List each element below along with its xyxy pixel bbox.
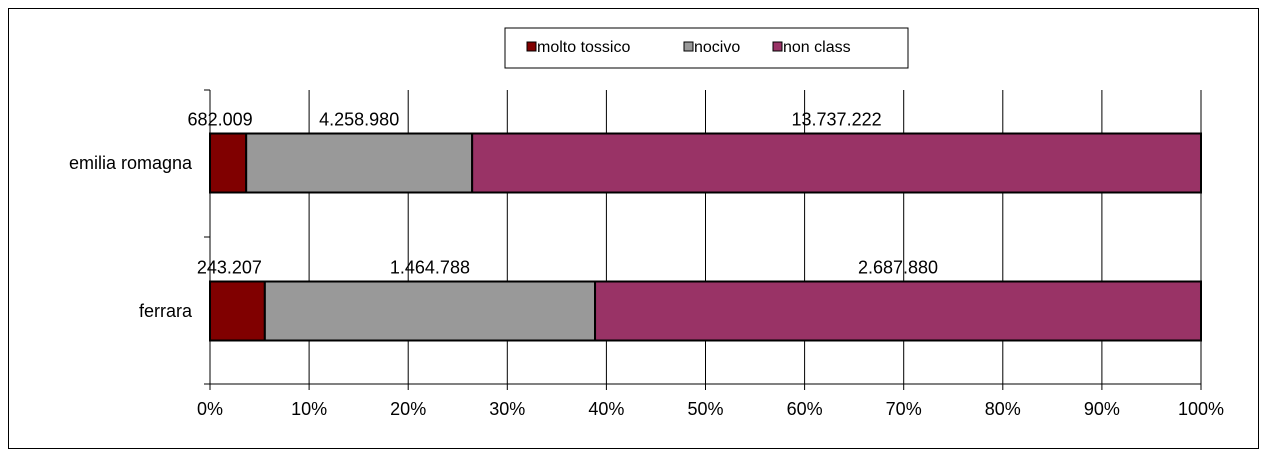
bar-segment [471,132,1203,194]
x-tick-label: 40% [588,399,624,419]
data-label: 13.737.222 [792,110,882,130]
bar-segment [209,132,248,194]
data-label: 682.009 [188,110,253,130]
bar-segment [245,132,474,194]
x-tick-label: 60% [787,399,823,419]
bar-segment [263,280,597,342]
x-tick-label: 0% [197,399,223,419]
legend-swatch [683,41,694,52]
bar-segment [209,280,266,342]
data-label: 2.687.880 [858,258,938,278]
data-label: 243.207 [197,258,262,278]
axes: 0% 10% 20% 30% 40% 50% 60% 70% 80% 90% 100% [197,89,1224,419]
legend: molto tossico nocivo non class [504,27,909,69]
x-tick-label: 80% [985,399,1021,419]
legend-swatch [526,41,537,52]
data-label: 1.464.788 [390,258,470,278]
legend-swatch [772,41,783,52]
bars [209,132,1203,342]
x-tick-label: 10% [291,399,327,419]
category-label: emilia romagna [69,153,193,173]
x-tick-label: 50% [687,399,723,419]
x-tick-label: 90% [1084,399,1120,419]
bar-segment [594,280,1202,342]
legend-label: nocivo [694,39,740,56]
labels: 682.009 4.258.980 13.737.222 emilia romagna… [69,110,938,322]
x-tick-label: 100% [1178,399,1224,419]
x-tick-label: 70% [886,399,922,419]
x-tick-label: 30% [489,399,525,419]
legend-box [504,27,909,69]
x-tick-label: 20% [390,399,426,419]
legend-label: molto tossico [537,39,630,56]
chart-frame [8,8,1259,449]
data-label: 4.258.980 [319,110,399,130]
category-label: ferrara [139,301,193,321]
legend-label: non class [783,39,851,56]
